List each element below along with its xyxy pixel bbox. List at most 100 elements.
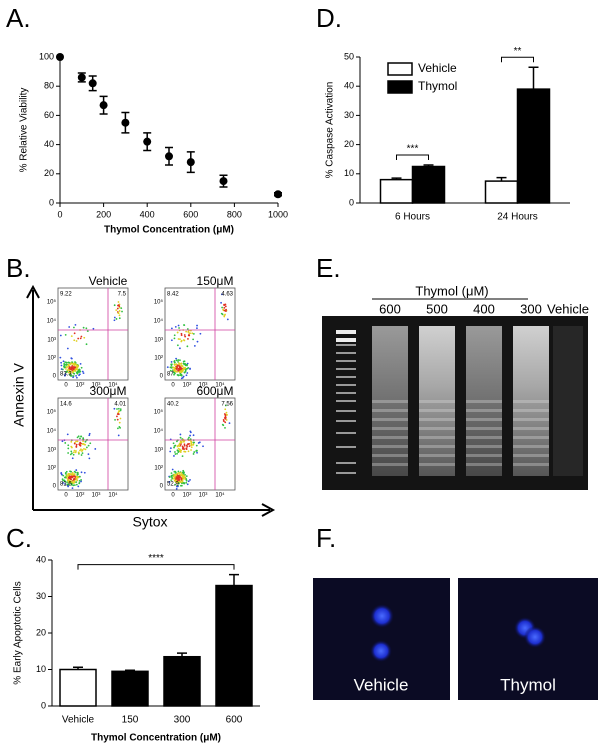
- event-dot: [185, 448, 188, 451]
- event-dot: [170, 363, 173, 366]
- event-dot: [77, 485, 80, 488]
- x-tick-label: 10²: [76, 493, 85, 499]
- event-dot: [185, 475, 188, 478]
- event-dot: [180, 362, 183, 365]
- x-tick-label: 800: [227, 209, 242, 219]
- quadrant-gate: [165, 398, 235, 490]
- event-dot: [180, 339, 183, 342]
- event-dot: [220, 301, 222, 304]
- quadrant-value: 14.6: [60, 402, 72, 408]
- quadrant-value: 81.6: [60, 482, 72, 488]
- event-dot: [75, 481, 78, 484]
- quadrant-gate: [58, 398, 128, 490]
- event-dot: [170, 361, 173, 363]
- event-dot: [76, 440, 79, 443]
- event-dot: [119, 417, 122, 420]
- event-dot: [61, 478, 64, 481]
- event-dot: [66, 481, 68, 484]
- event-dot: [74, 471, 77, 474]
- event-dot: [72, 484, 75, 487]
- event-dot: [67, 474, 70, 477]
- y-tick-label: 60: [44, 110, 54, 120]
- event-dot: [192, 338, 195, 341]
- event-dot: [73, 477, 76, 480]
- event-dot: [184, 367, 186, 370]
- event-dot: [176, 481, 179, 484]
- event-dot: [173, 470, 176, 473]
- bar: [484, 180, 519, 204]
- event-dot: [183, 324, 185, 326]
- event-dot: [173, 445, 176, 447]
- event-dot: [189, 430, 192, 433]
- y-tick-label: 30: [344, 110, 354, 120]
- x-tick-label: 600: [226, 715, 243, 726]
- event-dot: [64, 333, 67, 336]
- event-dot: [174, 479, 177, 482]
- event-dot: [80, 435, 82, 438]
- lane-label: 400: [473, 301, 495, 316]
- quadrant-value: 83.3: [60, 372, 72, 378]
- event-dot: [81, 452, 84, 455]
- x-axis-label: Thymol Concentration (μM): [104, 225, 234, 236]
- event-dot: [117, 304, 120, 307]
- event-dot: [185, 481, 188, 484]
- x-tick-label: 10³: [92, 493, 101, 499]
- y-tick-label: 10⁵: [154, 299, 164, 306]
- event-dot: [76, 364, 78, 367]
- event-dot: [175, 477, 177, 480]
- event-dot: [193, 345, 196, 347]
- event-dot: [179, 372, 182, 375]
- event-dot: [85, 343, 88, 346]
- quadrant-value: 9.22: [60, 292, 72, 298]
- event-dot: [69, 453, 72, 456]
- event-dot: [79, 337, 82, 340]
- event-dot: [88, 434, 91, 437]
- event-dot: [64, 472, 67, 475]
- significance-label: ***: [407, 144, 419, 155]
- event-dot: [185, 444, 188, 447]
- event-dot: [174, 451, 176, 453]
- event-dot: [64, 483, 66, 485]
- nucleus: [370, 640, 392, 662]
- event-dot: [73, 480, 75, 483]
- event-dot: [67, 484, 69, 487]
- event-dot: [196, 340, 199, 343]
- event-dot: [75, 340, 78, 342]
- bar: [379, 178, 414, 204]
- event-dot: [176, 370, 178, 373]
- event-dot: [86, 446, 88, 449]
- event-dot: [117, 312, 120, 315]
- x-tick-label: 150: [122, 715, 139, 726]
- event-dot: [77, 365, 79, 368]
- gel-band: [419, 454, 455, 457]
- gel-band: [466, 436, 502, 439]
- event-dot: [173, 368, 176, 371]
- event-dot: [65, 361, 68, 364]
- event-dot: [67, 368, 70, 371]
- ladder-band: [336, 420, 356, 422]
- event-dot: [170, 327, 173, 330]
- event-dot: [79, 437, 81, 440]
- event-dot: [82, 437, 85, 439]
- event-dot: [74, 366, 77, 369]
- event-dot: [184, 363, 187, 365]
- event-dot: [79, 370, 82, 373]
- event-dot: [175, 363, 178, 366]
- event-dot: [79, 475, 81, 478]
- event-dot: [70, 483, 73, 486]
- x-tick-label: 0: [171, 493, 175, 499]
- event-dot: [63, 374, 66, 377]
- axis-label: Annexin V: [11, 362, 27, 426]
- event-dot: [187, 331, 190, 333]
- event-dot: [65, 368, 67, 370]
- quadrant-value: 7.5: [118, 292, 127, 298]
- point: [77, 73, 86, 82]
- event-dot: [70, 480, 73, 483]
- event-dot: [188, 445, 191, 448]
- event-dot: [178, 327, 180, 329]
- event-dot: [223, 309, 226, 312]
- event-dot: [76, 474, 79, 476]
- x-tick-label: Vehicle: [62, 715, 95, 726]
- event-dot: [121, 310, 123, 313]
- event-dot: [76, 436, 79, 439]
